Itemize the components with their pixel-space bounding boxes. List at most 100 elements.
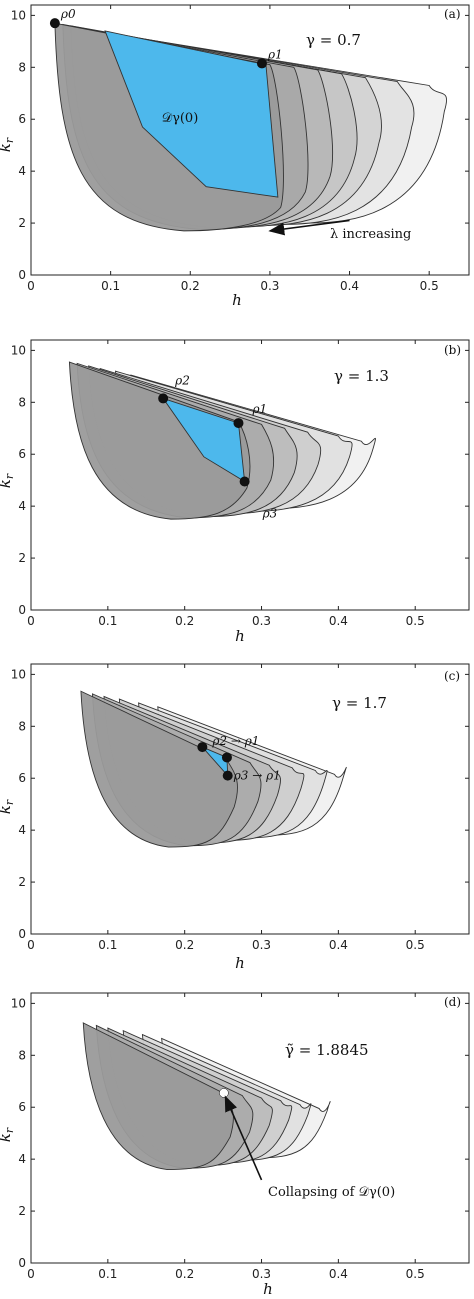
- panel-a: ρ0 ρ1 0 0.1 0.2 0.3 0.4 0.5 0 2 4 6 8 10 h kr γ = 0.…: [0, 4, 470, 309]
- x-tick-label-3: 0.3: [252, 614, 271, 628]
- plot-frame: [30, 339, 470, 611]
- x-tick-label-1: 0.1: [98, 614, 117, 628]
- y-tick-label-3: 6: [18, 771, 26, 785]
- y-tick-label-0: 0: [18, 1256, 26, 1270]
- x-tick-label-3: 0.3: [260, 279, 279, 293]
- y-tick-label-4: 8: [18, 719, 26, 733]
- point-1: [256, 58, 267, 69]
- lambda-annotation: λ increasing: [330, 227, 411, 242]
- point-label-2: ρ3 → ρ1: [233, 769, 281, 783]
- y-axis-label: kr: [0, 137, 16, 152]
- x-tick-label-5: 0.5: [406, 938, 425, 952]
- point-group: ρ2 → ρ1 ρ3 → ρ1: [197, 734, 281, 783]
- point-2: [239, 476, 250, 487]
- panel-d: 0 0.1 0.2 0.3 0.4 0.5 0 2 4 6 8 10 h kr γ̃ = 1.8845…: [0, 992, 470, 1298]
- x-tick-label-4: 0.4: [340, 279, 359, 293]
- x-tick-label-4: 0.4: [329, 938, 348, 952]
- point-1: [233, 418, 244, 429]
- point-1: [221, 752, 232, 763]
- y-tick-label-3: 6: [18, 112, 26, 126]
- tick-group: 0 0.1 0.2 0.3 0.4 0.5 0 2 4 6 8 10: [11, 340, 469, 628]
- x-tick-label-3: 0.3: [252, 938, 271, 952]
- y-tick-label-2: 4: [18, 164, 26, 178]
- x-axis-label: h: [235, 954, 245, 972]
- panel-b: ρ2 ρ1 ρ3 0 0.1 0.2 0.3 0.4 0.5 0 2 4 6 8 10 h kr γ = …: [0, 339, 470, 645]
- x-tick-label-5: 0.5: [420, 279, 439, 293]
- y-tick-label-5: 10: [11, 667, 26, 681]
- x-tick-label-2: 0.2: [175, 614, 194, 628]
- gamma-value: γ = 1.3: [334, 367, 389, 385]
- y-tick-label-0: 0: [18, 268, 26, 282]
- panel-letter: (c): [444, 669, 460, 683]
- x-tick-label-3: 0.3: [252, 1267, 271, 1281]
- point-0: [219, 1088, 229, 1098]
- point-group: ρ2 ρ1 ρ3: [158, 373, 278, 520]
- y-tick-label-0: 0: [18, 927, 26, 941]
- y-tick-label-1: 2: [18, 875, 26, 889]
- plot-frame: [30, 4, 470, 276]
- plot-frame: [30, 992, 470, 1264]
- point-group: [219, 1088, 229, 1098]
- point-label-0: ρ0: [60, 7, 76, 21]
- x-tick-label-2: 0.2: [181, 279, 200, 293]
- x-tick-label-1: 0.1: [101, 279, 120, 293]
- panel-letter: (b): [444, 343, 461, 357]
- point-0: [197, 742, 208, 753]
- collapse-annotation: Collapsing of 𝒟γ(0): [268, 1185, 395, 1200]
- tick-group: 0 0.1 0.2 0.3 0.4 0.5 0 2 4 6 8 10: [11, 5, 469, 293]
- y-tick-label-0: 0: [18, 603, 26, 617]
- point-group: ρ0 ρ1: [49, 7, 283, 69]
- point-2: [222, 770, 233, 781]
- panel-c: ρ2 → ρ1 ρ3 → ρ1 0 0.1 0.2 0.3 0.4 0.5 0 2 4 6 8 10 h…: [0, 663, 470, 972]
- point-label-0: ρ2 → ρ1: [211, 734, 259, 748]
- x-tick-label-0: 0: [27, 279, 35, 293]
- collapse-arrow: [224, 1095, 263, 1181]
- plot-frame: [30, 663, 470, 935]
- x-axis-label: h: [232, 291, 242, 309]
- y-tick-label-5: 10: [11, 8, 26, 22]
- panel-letter: (d): [444, 995, 461, 1009]
- y-tick-label-2: 4: [18, 823, 26, 837]
- blue-region: [104, 30, 279, 198]
- lambda-arrow: [268, 219, 350, 236]
- x-tick-label-0: 0: [27, 614, 35, 628]
- point-label-1: ρ1: [267, 47, 283, 61]
- y-tick-label-2: 4: [18, 1152, 26, 1166]
- point-label-0: ρ2: [174, 373, 190, 387]
- y-axis-label: kr: [0, 1127, 16, 1142]
- y-tick-label-3: 6: [18, 447, 26, 461]
- y-tick-label-3: 6: [18, 1100, 26, 1114]
- x-tick-label-0: 0: [27, 1267, 35, 1281]
- x-tick-label-5: 0.5: [406, 1267, 425, 1281]
- point-0: [49, 18, 60, 29]
- point-0: [158, 393, 169, 404]
- y-tick-label-5: 10: [11, 343, 26, 357]
- x-tick-label-4: 0.4: [329, 614, 348, 628]
- gamma-value: γ = 0.7: [306, 31, 361, 49]
- x-tick-label-0: 0: [27, 938, 35, 952]
- gamma-value: γ = 1.7: [332, 694, 387, 712]
- shell-0: [80, 690, 238, 848]
- y-tick-label-4: 8: [18, 395, 26, 409]
- x-tick-label-4: 0.4: [329, 1267, 348, 1281]
- shell-group: [80, 690, 347, 848]
- y-tick-label-1: 2: [18, 216, 26, 230]
- x-tick-label-1: 0.1: [98, 938, 117, 952]
- x-tick-label-1: 0.1: [98, 1267, 117, 1281]
- tick-group: 0 0.1 0.2 0.3 0.4 0.5 0 2 4 6 8 10: [11, 993, 469, 1281]
- tick-group: 0 0.1 0.2 0.3 0.4 0.5 0 2 4 6 8 10: [11, 664, 469, 952]
- gamma-value: γ̃ = 1.8845: [285, 1041, 369, 1059]
- panel-letter: (a): [444, 7, 461, 21]
- x-tick-label-2: 0.2: [175, 1267, 194, 1281]
- x-tick-label-2: 0.2: [175, 938, 194, 952]
- y-axis-label: kr: [0, 799, 16, 814]
- y-tick-label-1: 2: [18, 1204, 26, 1218]
- y-tick-label-5: 10: [11, 996, 26, 1010]
- shell-0: [68, 361, 251, 520]
- point-label-2: ρ3: [262, 506, 278, 520]
- x-axis-label: h: [235, 627, 245, 645]
- point-label-1: ρ1: [251, 402, 267, 416]
- region-label: 𝒟γ(0): [162, 111, 199, 126]
- y-tick-label-4: 8: [18, 60, 26, 74]
